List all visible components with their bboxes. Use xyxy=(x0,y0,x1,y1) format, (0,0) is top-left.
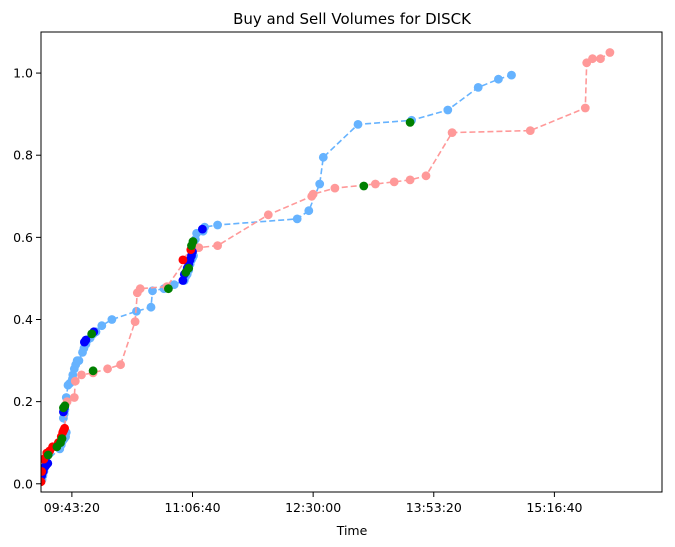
y-tick-label: 0.4 xyxy=(13,312,33,327)
series-point-1 xyxy=(371,179,380,189)
highlight-point-2 xyxy=(184,263,194,273)
series-point-1 xyxy=(194,243,204,253)
series-point-1 xyxy=(69,393,79,402)
x-axis-label: Time xyxy=(336,523,368,538)
axes-frame xyxy=(40,31,663,493)
series-point-1 xyxy=(596,54,605,64)
x-tick-label: 11:06:40 xyxy=(164,500,220,515)
series-point-0 xyxy=(315,179,325,189)
series-point-1 xyxy=(447,128,457,138)
plot-area xyxy=(41,48,615,487)
series-line-1 xyxy=(41,51,611,482)
x-tick-label: 15:16:40 xyxy=(526,500,582,515)
series-point-1 xyxy=(70,376,80,386)
highlight-point-1 xyxy=(178,255,188,265)
series-point-0 xyxy=(107,315,117,324)
highlight-point-1 xyxy=(41,477,46,487)
series-point-0 xyxy=(443,105,453,115)
series-point-1 xyxy=(77,370,86,380)
series-point-1 xyxy=(588,54,597,64)
series-point-0 xyxy=(146,302,156,312)
series-point-0 xyxy=(148,286,157,296)
series-line-0 xyxy=(41,74,512,483)
y-tick-label: 0.8 xyxy=(13,148,33,163)
y-tick-label: 0.6 xyxy=(13,230,33,245)
series-point-1 xyxy=(130,317,140,326)
series-point-1 xyxy=(580,103,590,113)
highlight-point-1 xyxy=(41,467,47,476)
highlight-point-2 xyxy=(60,401,70,411)
highlight-point-2 xyxy=(88,366,98,376)
x-axis: 09:43:20 11:06:40 12:30:00 13:53:20 15:16:40 xyxy=(44,492,583,515)
highlight-point-2 xyxy=(188,237,198,246)
series-point-1 xyxy=(421,171,431,181)
series-point-0 xyxy=(353,120,363,129)
highlight-point-2 xyxy=(43,450,53,460)
series-point-0 xyxy=(507,70,516,80)
highlight-point-1 xyxy=(60,423,69,433)
highlight-point-2 xyxy=(164,284,173,294)
series-point-0 xyxy=(74,356,84,365)
series-point-1 xyxy=(103,364,112,374)
highlight-point-0 xyxy=(81,335,91,345)
series-point-0 xyxy=(473,83,483,92)
series-point-0 xyxy=(213,220,223,230)
series-point-1 xyxy=(116,360,125,370)
series-point-1 xyxy=(605,48,615,57)
series-point-1 xyxy=(389,177,399,187)
series-point-0 xyxy=(292,214,302,224)
highlight-point-0 xyxy=(198,224,207,234)
series-point-0 xyxy=(97,321,107,331)
y-tick-label: 1.0 xyxy=(13,66,33,81)
highlight-point-2 xyxy=(87,329,97,339)
series-point-1 xyxy=(525,126,535,135)
x-tick-label: 12:30:00 xyxy=(285,500,341,515)
series-point-1 xyxy=(213,241,223,251)
y-axis: 0.0 0.2 0.4 0.6 0.8 1.0 xyxy=(13,66,41,491)
series-point-0 xyxy=(318,152,328,162)
x-tick-label: 09:43:20 xyxy=(44,500,100,515)
series-point-1 xyxy=(405,175,415,185)
series-point-0 xyxy=(494,74,503,84)
series-point-1 xyxy=(330,183,340,193)
y-tick-label: 0.0 xyxy=(13,476,33,491)
series-point-1 xyxy=(308,189,318,199)
highlight-point-2 xyxy=(359,181,369,191)
chart-title: Buy and Sell Volumes for DISCK xyxy=(233,10,472,28)
highlight-point-2 xyxy=(405,118,415,127)
series-point-0 xyxy=(304,206,314,216)
highlight-point-2 xyxy=(57,434,67,443)
x-tick-label: 13:53:20 xyxy=(406,500,462,515)
y-tick-label: 0.2 xyxy=(13,394,33,409)
series-point-1 xyxy=(135,284,145,294)
series-point-1 xyxy=(263,210,273,220)
